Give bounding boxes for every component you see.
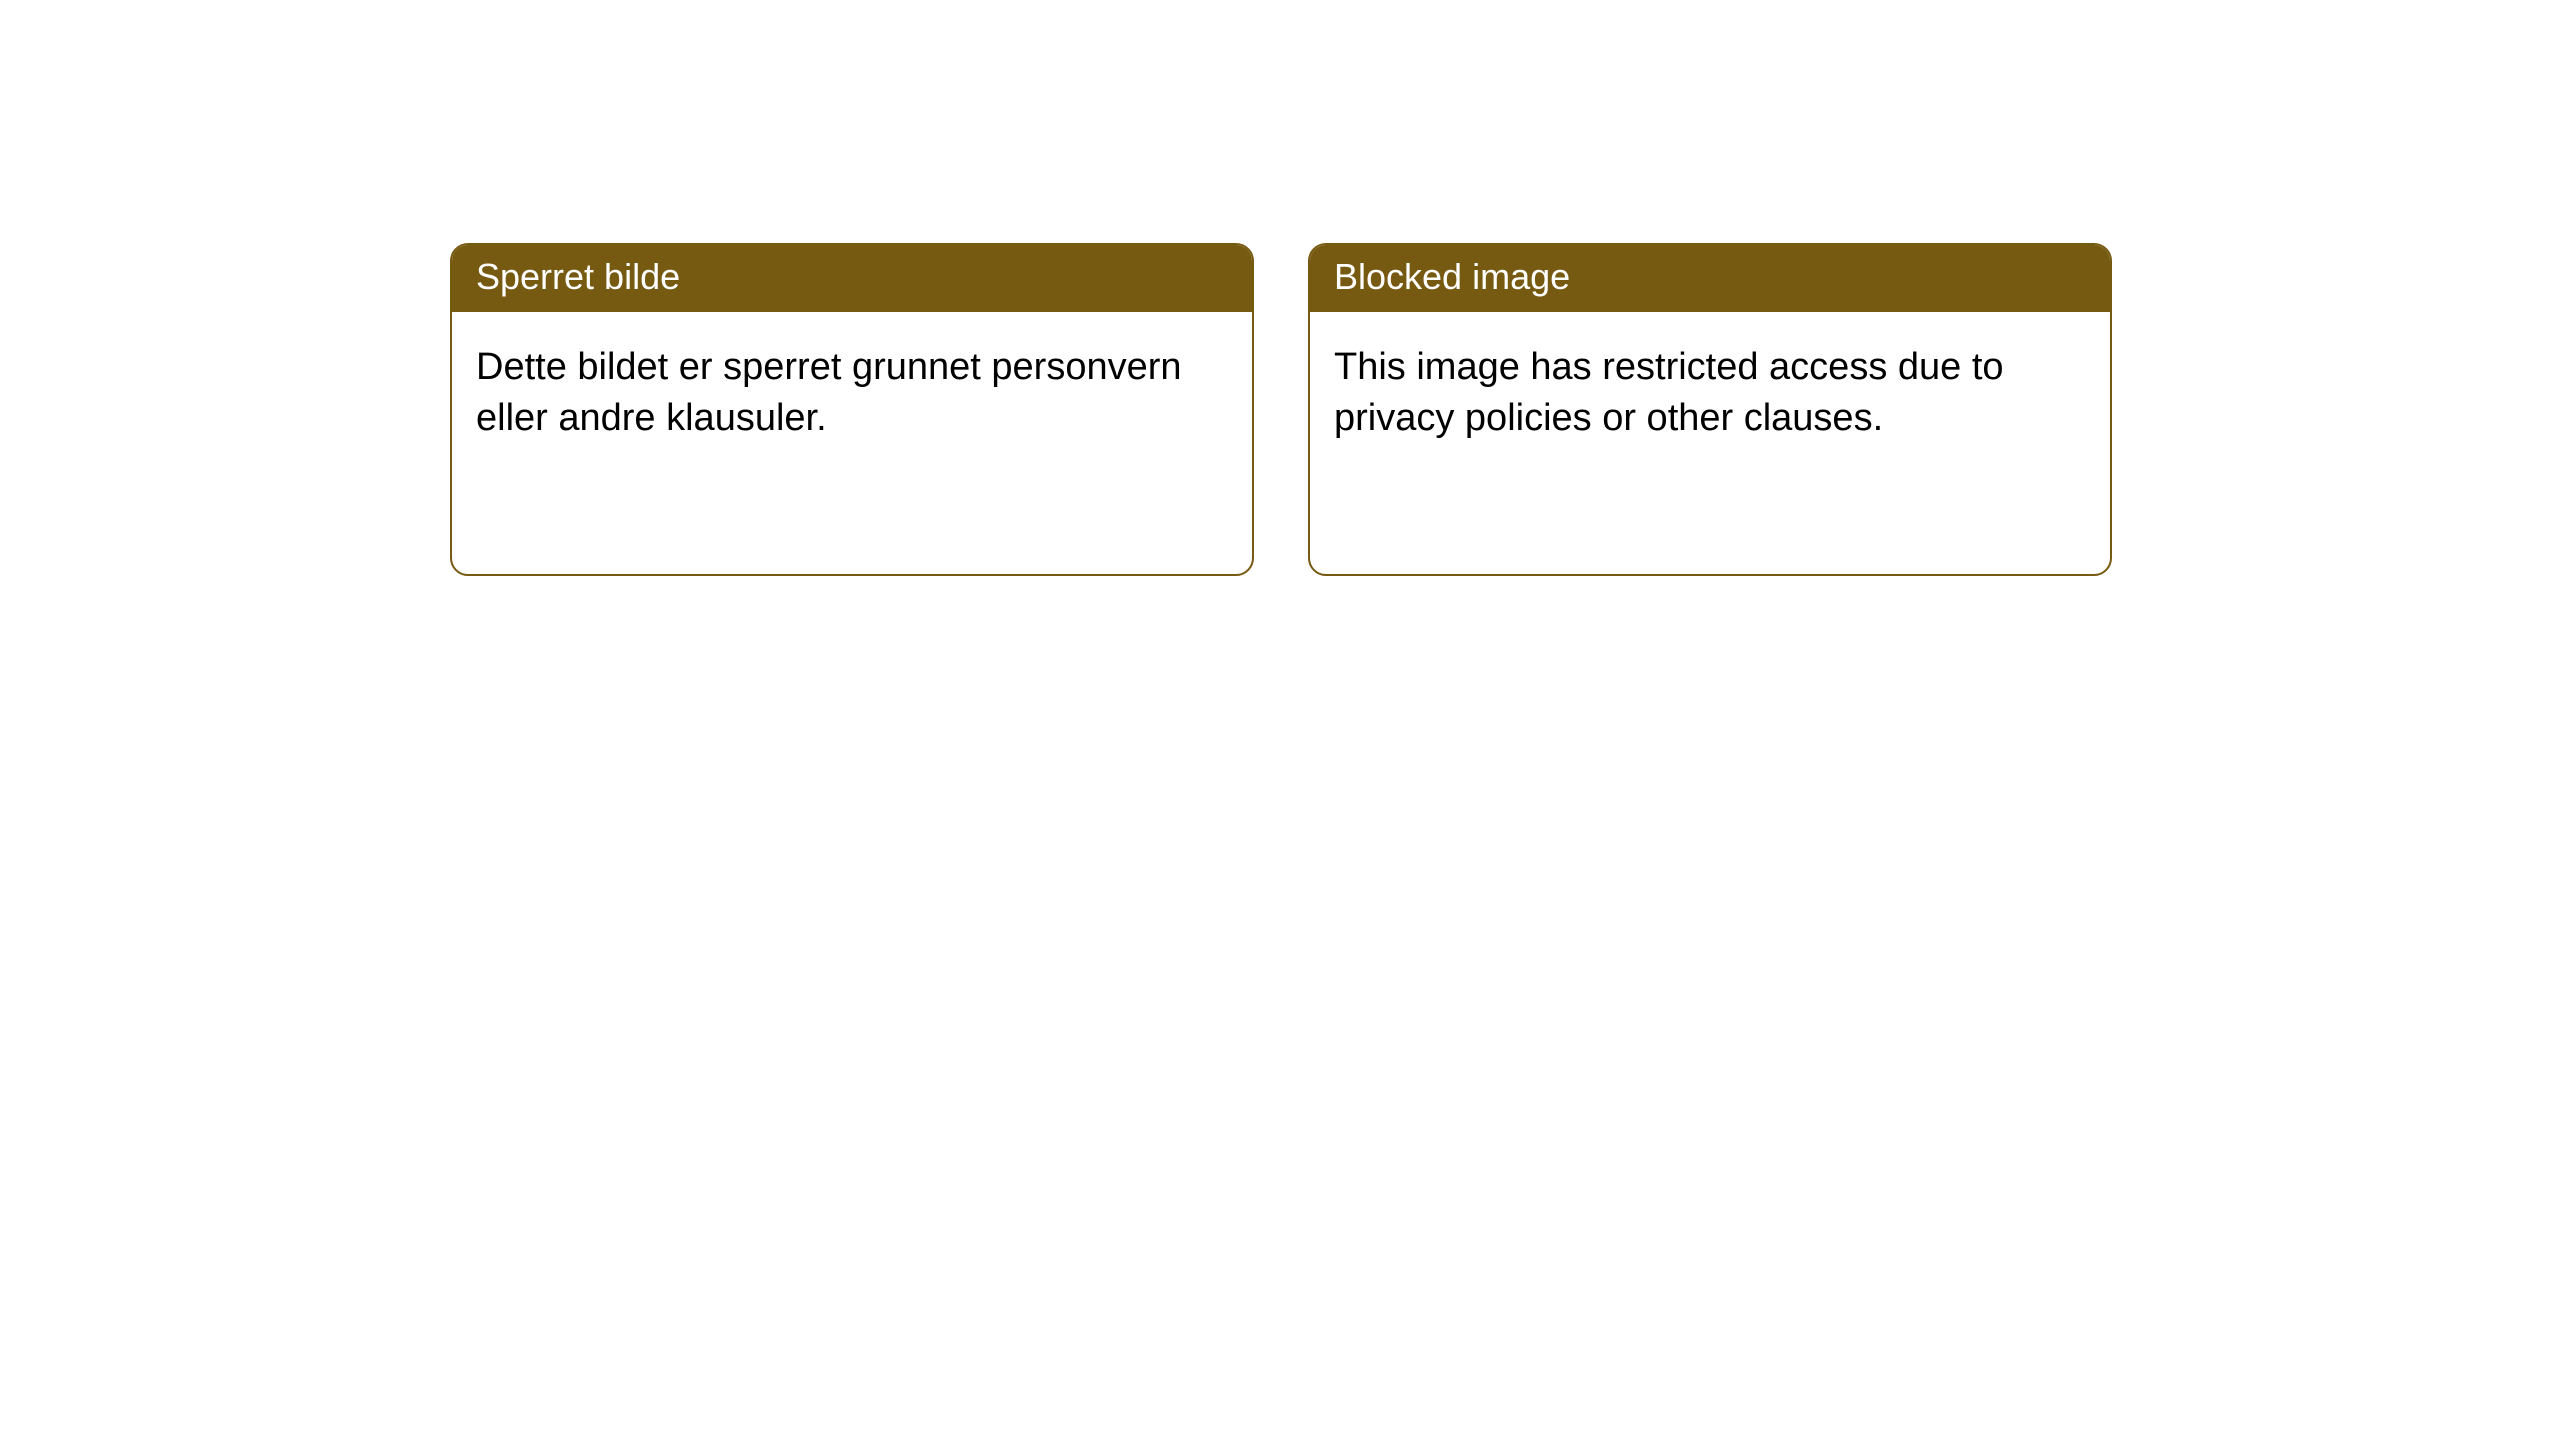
card-body-norwegian: Dette bildet er sperret grunnet personve… bbox=[452, 312, 1252, 469]
blocked-image-card-english: Blocked image This image has restricted … bbox=[1308, 243, 2112, 576]
blocked-image-card-norwegian: Sperret bilde Dette bildet er sperret gr… bbox=[450, 243, 1254, 576]
card-body-english: This image has restricted access due to … bbox=[1310, 312, 2110, 469]
card-body-text: This image has restricted access due to … bbox=[1334, 346, 2004, 440]
card-body-text: Dette bildet er sperret grunnet personve… bbox=[476, 346, 1182, 440]
notice-cards-container: Sperret bilde Dette bildet er sperret gr… bbox=[0, 0, 2560, 576]
card-header-english: Blocked image bbox=[1310, 245, 2110, 312]
card-title: Blocked image bbox=[1334, 256, 1570, 297]
card-header-norwegian: Sperret bilde bbox=[452, 245, 1252, 312]
card-title: Sperret bilde bbox=[476, 256, 680, 297]
